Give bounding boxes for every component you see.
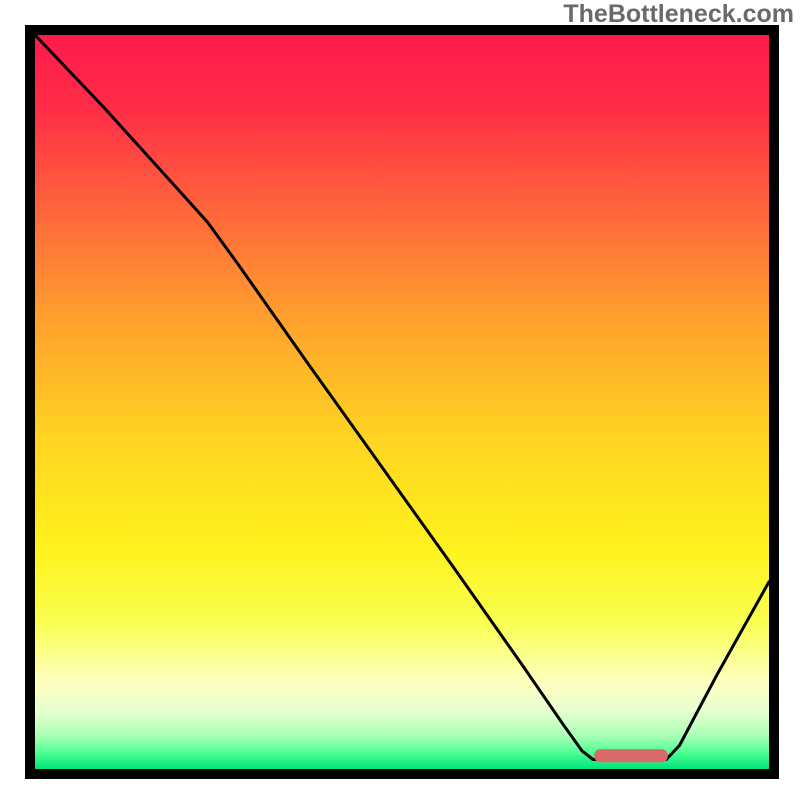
chart-container: { "canvas": { "width": 800, "height": 80… bbox=[0, 0, 800, 800]
gradient-background bbox=[35, 35, 769, 769]
optimal-range-marker bbox=[594, 749, 667, 762]
watermark-text: TheBottleneck.com bbox=[563, 0, 794, 29]
bottleneck-chart bbox=[0, 0, 800, 800]
